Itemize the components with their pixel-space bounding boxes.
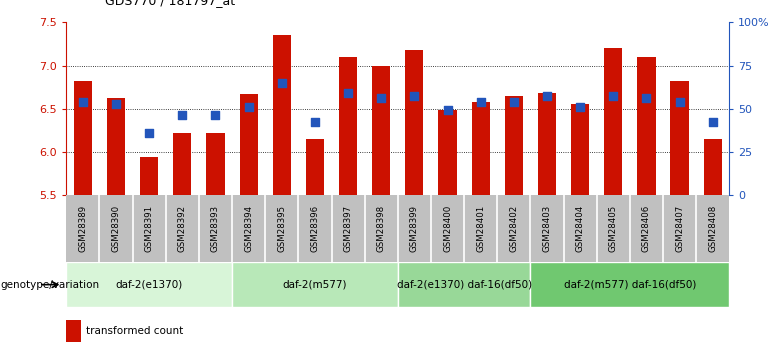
Text: daf-2(e1370) daf-16(df50): daf-2(e1370) daf-16(df50) xyxy=(396,280,532,289)
Text: GSM28400: GSM28400 xyxy=(443,205,452,252)
Text: GSM28401: GSM28401 xyxy=(476,205,485,252)
Bar xyxy=(173,133,191,195)
Text: daf-2(m577) daf-16(df50): daf-2(m577) daf-16(df50) xyxy=(564,280,696,289)
Bar xyxy=(372,66,390,195)
Text: GSM28397: GSM28397 xyxy=(343,205,353,252)
Text: GSM28405: GSM28405 xyxy=(608,205,618,252)
Bar xyxy=(239,94,257,195)
Point xyxy=(707,119,719,125)
Bar xyxy=(530,262,729,307)
Bar xyxy=(406,50,424,195)
Bar xyxy=(398,262,530,307)
Text: GSM28408: GSM28408 xyxy=(708,205,718,252)
Text: GSM28396: GSM28396 xyxy=(310,205,320,252)
Text: GSM28406: GSM28406 xyxy=(642,205,651,252)
Point xyxy=(441,108,454,113)
Text: daf-2(e1370): daf-2(e1370) xyxy=(115,280,183,289)
Point xyxy=(640,96,653,101)
Point xyxy=(275,80,288,86)
Point xyxy=(673,99,686,105)
Point xyxy=(76,99,89,105)
Point xyxy=(176,112,189,118)
Bar xyxy=(339,57,357,195)
Text: GSM28389: GSM28389 xyxy=(78,205,87,252)
Text: daf-2(m577): daf-2(m577) xyxy=(282,280,347,289)
Bar xyxy=(637,57,655,195)
Bar xyxy=(571,104,589,195)
Point xyxy=(375,96,388,101)
Text: GSM28404: GSM28404 xyxy=(576,205,585,252)
Point xyxy=(607,93,619,98)
Text: GSM28395: GSM28395 xyxy=(277,205,286,252)
Bar xyxy=(538,93,556,195)
Point xyxy=(243,104,255,110)
Bar xyxy=(66,320,81,342)
Text: GSM28407: GSM28407 xyxy=(675,205,684,252)
Text: GSM28402: GSM28402 xyxy=(509,205,519,252)
Bar xyxy=(472,102,490,195)
Bar xyxy=(107,98,125,195)
Text: GDS770 / 181797_at: GDS770 / 181797_at xyxy=(105,0,236,7)
Text: GSM28391: GSM28391 xyxy=(144,205,154,252)
Bar xyxy=(604,48,622,195)
Point xyxy=(408,93,420,98)
Bar xyxy=(207,133,225,195)
Bar xyxy=(74,81,92,195)
Bar xyxy=(306,139,324,195)
Text: GSM28390: GSM28390 xyxy=(112,205,121,252)
Bar xyxy=(140,157,158,195)
Point xyxy=(209,112,222,118)
Point xyxy=(309,119,321,125)
Point xyxy=(474,99,487,105)
Text: GSM28399: GSM28399 xyxy=(410,205,419,252)
Point xyxy=(574,104,587,110)
Bar xyxy=(704,139,722,195)
Text: GSM28403: GSM28403 xyxy=(542,205,551,252)
Bar xyxy=(232,262,398,307)
Text: transformed count: transformed count xyxy=(87,326,183,336)
Bar xyxy=(438,110,456,195)
Point xyxy=(508,99,520,105)
Text: GSM28393: GSM28393 xyxy=(211,205,220,252)
Point xyxy=(342,90,354,96)
Text: GSM28398: GSM28398 xyxy=(377,205,386,252)
Bar xyxy=(273,35,291,195)
Bar xyxy=(671,81,689,195)
Point xyxy=(110,101,122,107)
Bar xyxy=(66,262,232,307)
Text: GSM28394: GSM28394 xyxy=(244,205,254,252)
Text: genotype/variation: genotype/variation xyxy=(1,280,100,289)
Point xyxy=(541,93,553,98)
Text: GSM28392: GSM28392 xyxy=(178,205,187,252)
Point xyxy=(143,130,155,136)
Bar xyxy=(505,96,523,195)
